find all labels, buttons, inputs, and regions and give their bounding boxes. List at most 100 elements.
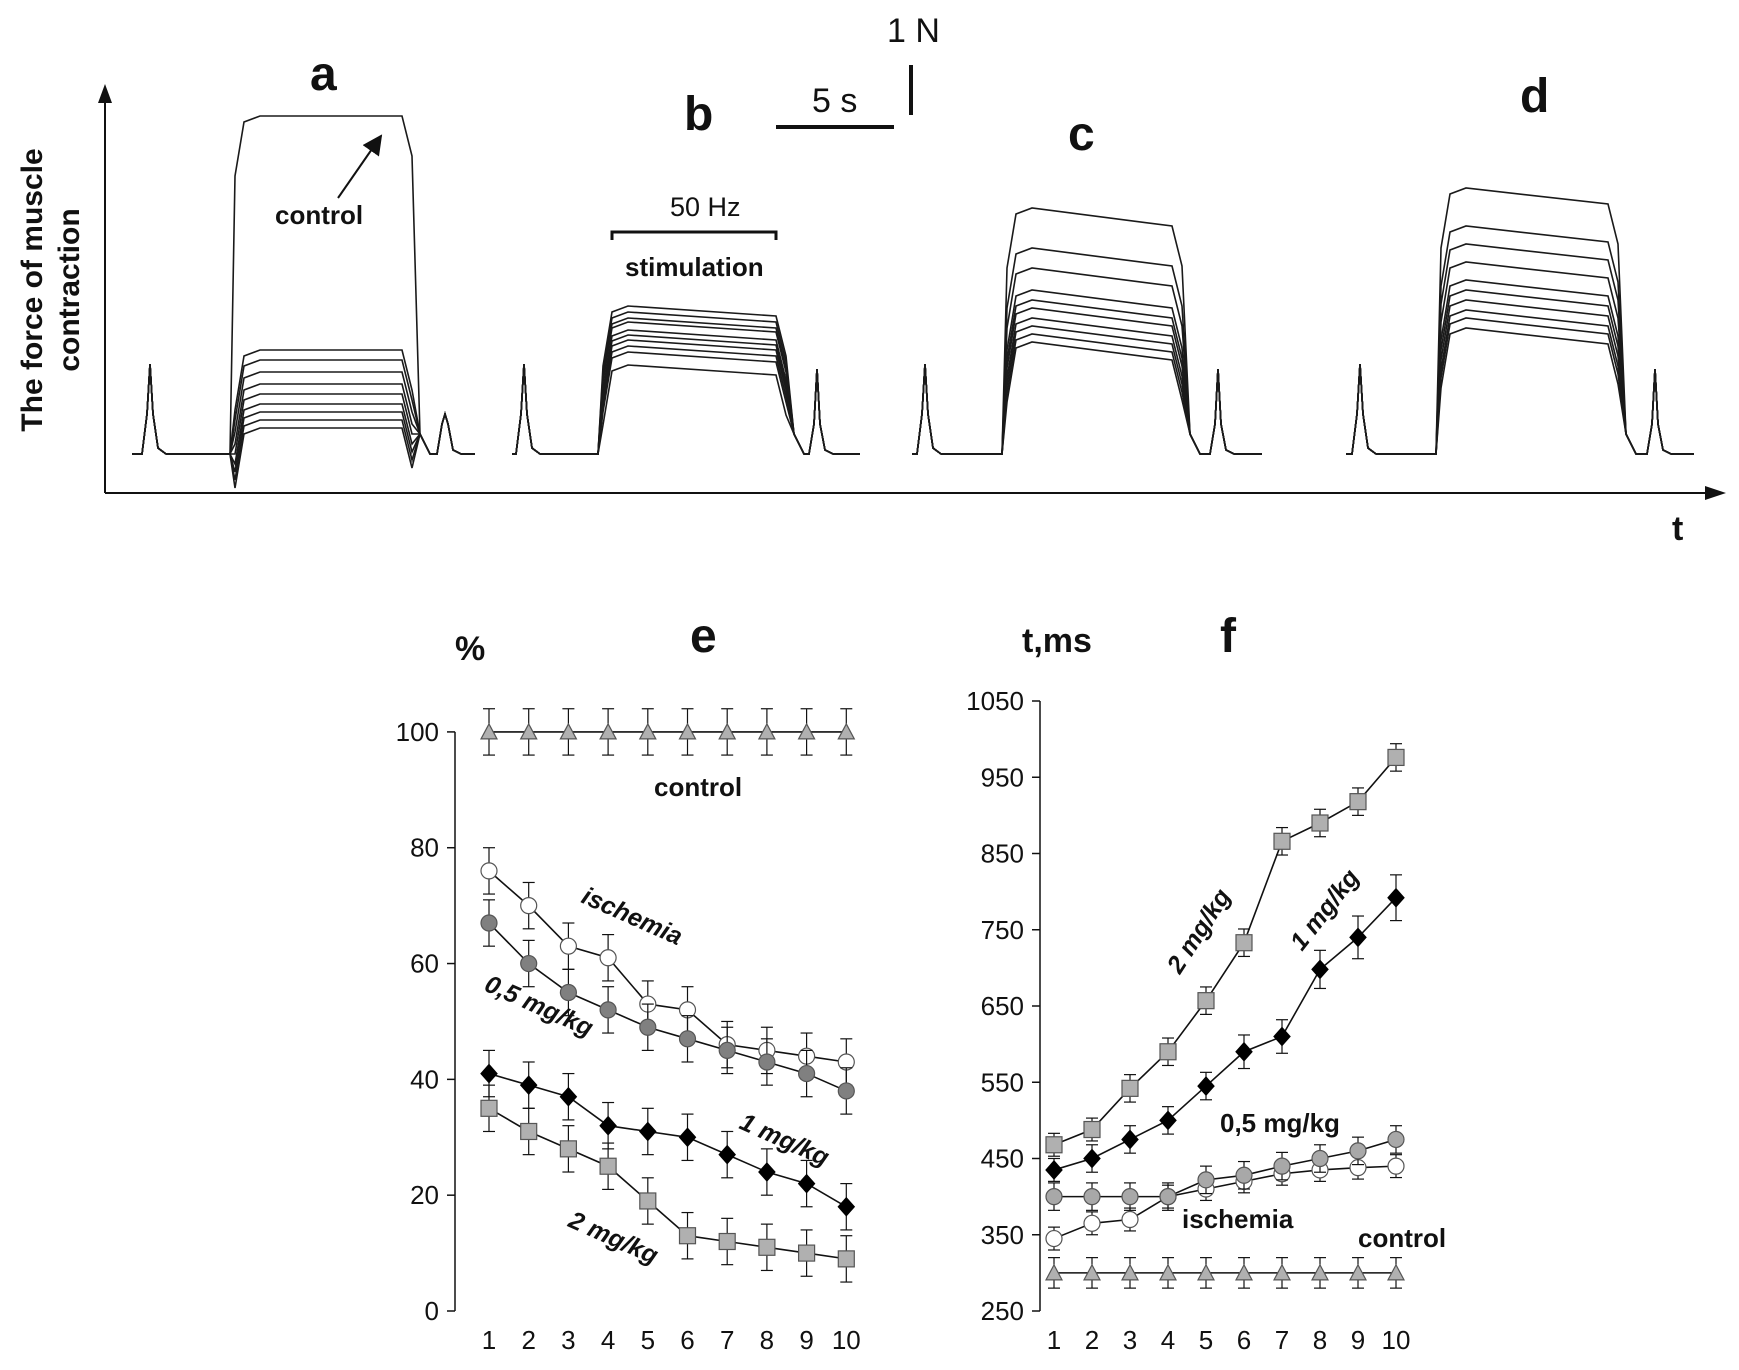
panel-letter-a: a	[310, 48, 337, 101]
chart-f-xtick-label: 3	[1123, 1325, 1137, 1355]
force-trace-c-7	[912, 317, 1262, 455]
chart-f-point	[1311, 814, 1329, 832]
chart-f-point	[1197, 992, 1215, 1010]
chart-f-point	[1083, 1120, 1101, 1139]
chart-f-point	[1387, 1263, 1405, 1281]
force-trace-d-8	[1346, 309, 1694, 455]
chart-e-series-1	[480, 847, 855, 1086]
chart-e-point	[559, 983, 578, 1002]
chart-f-point	[1235, 1166, 1253, 1184]
chart-f-ylabel: t,ms	[1022, 622, 1092, 660]
force-trace-c-3	[912, 267, 1262, 455]
trace-group-a	[132, 115, 475, 489]
force-trace-d-3	[1346, 243, 1694, 455]
chart-e-point	[599, 722, 618, 740]
control-annotation: control	[275, 200, 363, 230]
chart-e-xtick-label: 8	[760, 1325, 774, 1355]
chart-f-point	[1159, 1263, 1177, 1281]
force-trace-c-1	[912, 207, 1262, 455]
force-trace-c-10	[912, 341, 1262, 455]
force-trace-d-7	[1346, 299, 1694, 455]
chart-f-point	[1349, 1142, 1367, 1160]
chart-f-point	[1045, 1136, 1063, 1154]
chart-f-xtick-label: 6	[1237, 1325, 1251, 1355]
chart-e-point	[559, 937, 578, 955]
chart-f-series-1	[1045, 1154, 1405, 1251]
chart-f-point	[1121, 1210, 1139, 1229]
chart-e-point	[559, 722, 578, 740]
chart-f-ytick-label: 550	[981, 1067, 1024, 1097]
chart-f-series-line	[1054, 1138, 1397, 1198]
chart-e-label-05: 0,5 mg/kg	[481, 970, 598, 1042]
force-trace-d-10	[1346, 327, 1694, 455]
chart-f-point	[1311, 959, 1329, 980]
chart-f-label-05: 0,5 mg/kg	[1220, 1108, 1340, 1138]
chart-e-point	[718, 722, 737, 740]
chart-f-xtick-label: 1	[1047, 1325, 1061, 1355]
chart-f-ytick-label: 350	[981, 1220, 1024, 1250]
panel-letter-b: b	[684, 88, 713, 141]
chart-f-point	[1349, 1263, 1367, 1281]
chart-f-point	[1083, 1214, 1101, 1232]
stimulation-bracket	[610, 230, 778, 240]
chart-f-point	[1387, 887, 1405, 908]
chart-e-point	[638, 1121, 657, 1142]
force-trace-c-5	[912, 299, 1262, 455]
chart-f-series-0	[1045, 1257, 1405, 1289]
chart-f-point	[1387, 1157, 1405, 1175]
chart-f-point	[1121, 1079, 1139, 1097]
chart-e-series-line	[488, 1107, 847, 1260]
chart-e-point	[718, 1041, 736, 1060]
chart-e-point	[718, 1144, 737, 1165]
trace-group-c	[912, 207, 1262, 455]
chart-e-point	[638, 722, 657, 740]
force-trace-a-8	[132, 363, 475, 473]
chart-f-xtick-label: 8	[1313, 1325, 1327, 1355]
force-trace-b-10	[512, 363, 860, 455]
chart-e-point	[480, 862, 498, 880]
chart-f-xtick-label: 9	[1351, 1325, 1365, 1355]
chart-f-point	[1083, 1148, 1101, 1169]
chart-f-xtick-label: 7	[1275, 1325, 1289, 1355]
chart-f-point	[1387, 748, 1405, 767]
chart-f-point	[1311, 1149, 1329, 1168]
chart-f-point	[1273, 832, 1291, 850]
force-trace-c-6	[912, 307, 1262, 455]
chart-e-xtick-label: 6	[680, 1325, 694, 1355]
chart-e-point	[758, 1162, 776, 1182]
force-trace-a-2	[132, 349, 475, 455]
chart-f-point	[1235, 934, 1253, 952]
force-trace-c-2	[912, 247, 1262, 455]
chart-f-point	[1121, 1129, 1139, 1150]
chart-f-ytick-label: 250	[981, 1296, 1024, 1326]
force-trace-b-7	[512, 339, 860, 455]
chart-e-series-line	[488, 1072, 847, 1208]
force-traces	[132, 115, 1694, 489]
chart-e-point	[837, 1196, 856, 1217]
chart-f-point	[1045, 1229, 1063, 1248]
stimulation-freq-label: 50 Hz	[670, 192, 741, 222]
chart-f-xtick-label: 5	[1199, 1325, 1213, 1355]
chart-e-point	[757, 722, 776, 740]
chart-f-point	[1349, 927, 1367, 948]
chart-e: e % 0 20 40 60 80 100 1 2 3 4 5 6 7 8 9 10 control isch…	[396, 610, 861, 1355]
chart-f-point	[1311, 1263, 1329, 1281]
chart-f-point	[1273, 1026, 1291, 1047]
chart-f-point	[1235, 1041, 1253, 1062]
force-trace-b-5	[512, 329, 860, 455]
chart-e-point	[797, 722, 816, 740]
chart-e-point	[797, 1244, 816, 1262]
top-x-axis-label: t	[1672, 510, 1683, 548]
chart-f-point	[1159, 1188, 1177, 1206]
chart-e-point	[758, 1238, 776, 1256]
chart-f-point	[1121, 1188, 1139, 1206]
chart-f-series-line	[1053, 1165, 1397, 1240]
chart-f-series-line	[1053, 756, 1397, 1146]
chart-f-ytick-label: 450	[981, 1144, 1024, 1174]
chart-f-xtick-label: 10	[1382, 1325, 1411, 1355]
chart-e-series-3	[480, 1049, 856, 1231]
chart-f-point	[1235, 1263, 1253, 1281]
chart-e-xtick-label: 3	[561, 1325, 575, 1355]
chart-f-point	[1159, 1043, 1177, 1061]
